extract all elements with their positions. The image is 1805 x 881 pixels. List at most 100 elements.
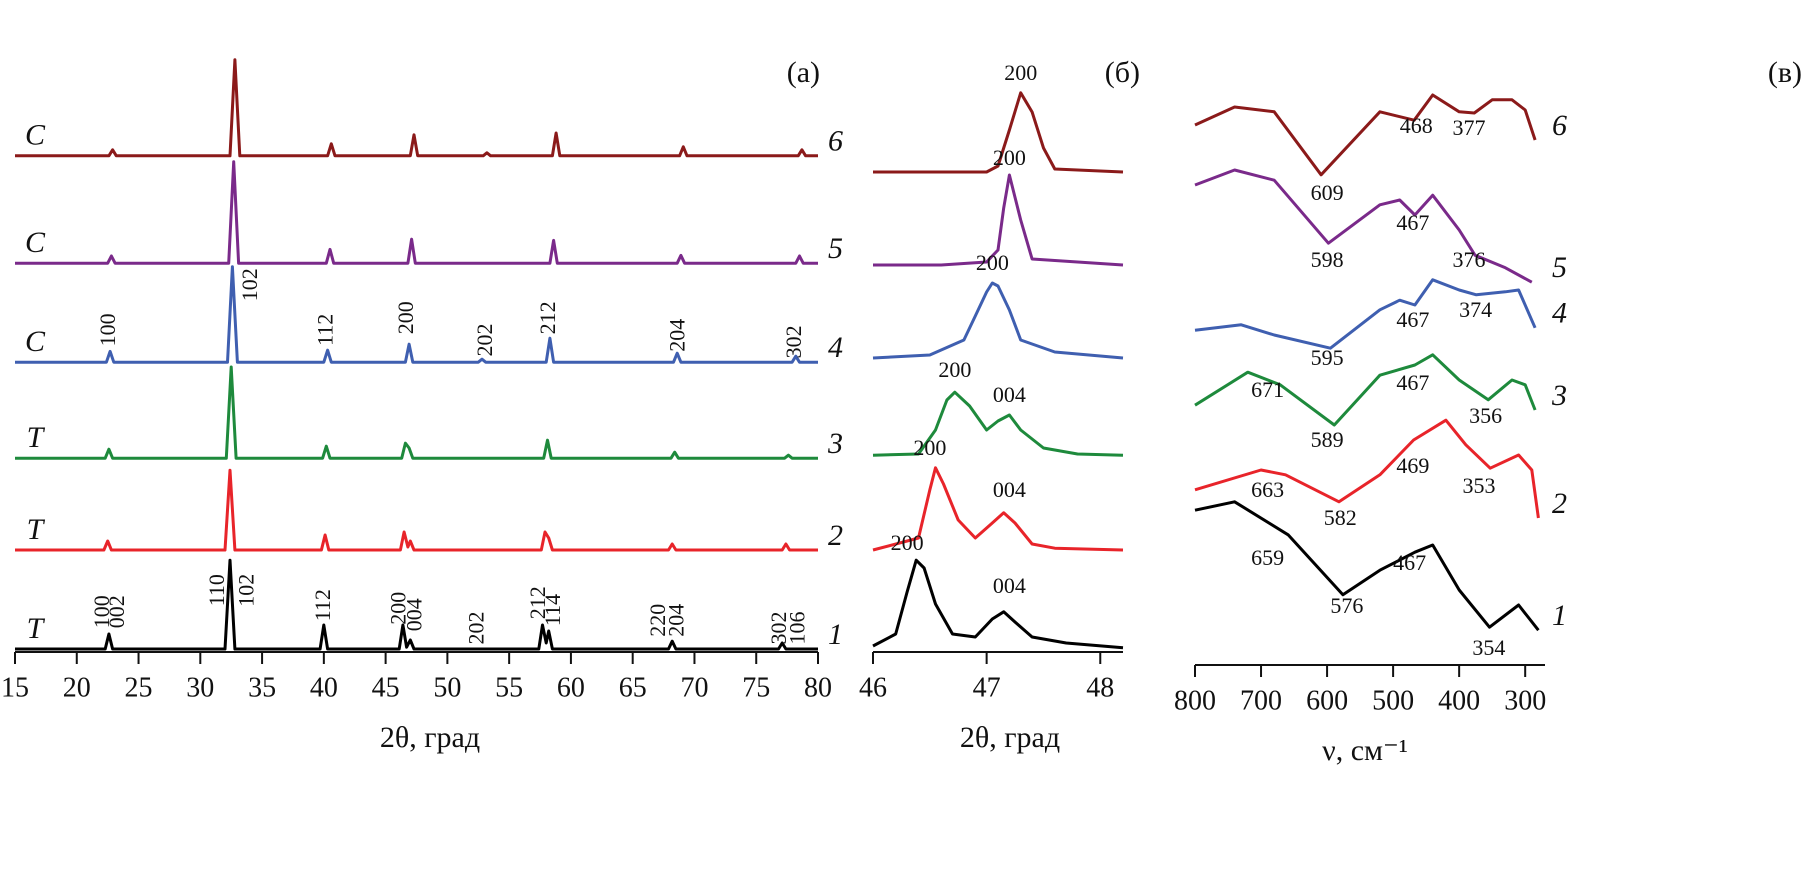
peak-label: 114 xyxy=(540,594,565,626)
x-tick-label: 60 xyxy=(557,672,585,703)
peak-label: 659 xyxy=(1251,545,1284,570)
x-tick-label: 35 xyxy=(248,672,276,703)
spectrum-line xyxy=(1194,353,1537,427)
x-tick-label: 15 xyxy=(1,672,29,703)
x-tick-label: 50 xyxy=(433,672,461,703)
peak-label: 204 xyxy=(663,604,688,637)
peak-label: 356 xyxy=(1469,403,1502,428)
spectrum-line xyxy=(1194,418,1540,519)
x-tick-label: 25 xyxy=(125,672,153,703)
peak-label: 220 xyxy=(645,604,670,637)
x-tick-label: 55 xyxy=(495,672,523,703)
x-tick-label: 800 xyxy=(1174,685,1216,716)
spectrum-line xyxy=(15,160,818,265)
spectrum-line xyxy=(1194,93,1537,177)
peak-label: 110 xyxy=(204,574,229,606)
peak-label: 354 xyxy=(1472,635,1505,660)
x-tick-label: 75 xyxy=(742,672,770,703)
x-axis-label: 2θ, град xyxy=(960,721,1060,754)
peak-label: 204 xyxy=(665,319,690,352)
peak-label: 202 xyxy=(472,324,497,357)
peak-label: 467 xyxy=(1396,307,1429,332)
peak-label: 200 xyxy=(938,357,971,382)
peak-label: 112 xyxy=(313,314,338,346)
series-number: 3 xyxy=(827,427,843,460)
panel-label: (а) xyxy=(787,56,820,89)
peak-label: 100 xyxy=(95,313,120,346)
x-axis-label: 2θ, град xyxy=(380,721,480,754)
peak-label: 302 xyxy=(781,325,806,358)
peak-label: 467 xyxy=(1396,370,1429,395)
peak-label: 609 xyxy=(1311,180,1344,205)
peak-label: 200 xyxy=(976,250,1009,275)
series-number: 1 xyxy=(828,618,843,651)
peak-label: 595 xyxy=(1311,345,1344,370)
peak-label: 200 xyxy=(891,530,924,555)
peak-label: 302 xyxy=(766,612,791,645)
peak-label: 004 xyxy=(402,598,427,631)
spectrum-line xyxy=(872,466,1124,552)
spectrum-line xyxy=(872,390,1124,457)
phase-label: C xyxy=(25,119,46,152)
phase-label: T xyxy=(27,513,46,546)
x-tick-label: 65 xyxy=(619,672,647,703)
x-tick-label: 700 xyxy=(1240,685,1282,716)
phase-label: T xyxy=(27,421,46,454)
peak-label: 212 xyxy=(535,301,560,334)
series-number: 1 xyxy=(1552,599,1567,632)
peak-label: 468 xyxy=(1400,113,1433,138)
peak-label: 671 xyxy=(1251,377,1284,402)
series-number: 3 xyxy=(1551,379,1567,412)
peak-label: 102 xyxy=(237,268,262,301)
spectrum-line xyxy=(872,558,1124,650)
x-tick-label: 30 xyxy=(186,672,214,703)
x-tick-label: 46 xyxy=(859,672,887,703)
peak-label: 598 xyxy=(1311,247,1344,272)
series-number: 2 xyxy=(1552,487,1567,520)
peak-label: 112 xyxy=(310,589,335,621)
peak-label: 353 xyxy=(1462,473,1495,498)
series-number: 2 xyxy=(828,519,843,552)
x-tick-label: 80 xyxy=(804,672,832,703)
panel-label: (в) xyxy=(1768,56,1802,89)
peak-label: 376 xyxy=(1453,247,1486,272)
peak-label: 002 xyxy=(104,595,129,628)
series-number: 5 xyxy=(1552,251,1567,284)
peak-label: 663 xyxy=(1251,477,1284,502)
peak-label: 212 xyxy=(525,586,550,619)
x-tick-label: 45 xyxy=(372,672,400,703)
x-tick-label: 400 xyxy=(1438,685,1480,716)
peak-label: 467 xyxy=(1396,210,1429,235)
spectrum-line xyxy=(15,365,818,460)
peak-label: 102 xyxy=(234,574,259,607)
peak-label: 200 xyxy=(385,592,410,625)
peak-label: 469 xyxy=(1396,453,1429,478)
phase-label: C xyxy=(25,226,46,259)
phase-label: C xyxy=(25,325,46,358)
x-tick-label: 20 xyxy=(63,672,91,703)
peak-label: 467 xyxy=(1393,550,1426,575)
series-number: 5 xyxy=(828,232,843,265)
x-tick-label: 600 xyxy=(1306,685,1348,716)
spectrum-line xyxy=(873,173,1124,267)
series-number: 4 xyxy=(828,331,843,364)
panel-label: (б) xyxy=(1105,56,1140,89)
peak-label: 200 xyxy=(993,145,1026,170)
spectrum-line xyxy=(1194,500,1540,632)
peak-label: 377 xyxy=(1453,115,1486,140)
x-tick-label: 500 xyxy=(1372,685,1414,716)
series-number: 6 xyxy=(828,125,843,158)
series-number: 4 xyxy=(1552,297,1567,330)
peak-label: 200 xyxy=(1004,60,1037,85)
peak-label: 200 xyxy=(913,435,946,460)
spectrum-line xyxy=(1194,278,1537,350)
x-tick-label: 300 xyxy=(1504,685,1546,716)
peak-label: 004 xyxy=(993,573,1026,598)
peak-label: 589 xyxy=(1311,427,1344,452)
x-axis-label: ν, см⁻¹ xyxy=(1322,734,1408,767)
peak-label: 004 xyxy=(993,382,1026,407)
x-tick-label: 47 xyxy=(973,672,1001,703)
peak-label: 100 xyxy=(89,595,114,628)
peak-label: 202 xyxy=(463,612,488,645)
